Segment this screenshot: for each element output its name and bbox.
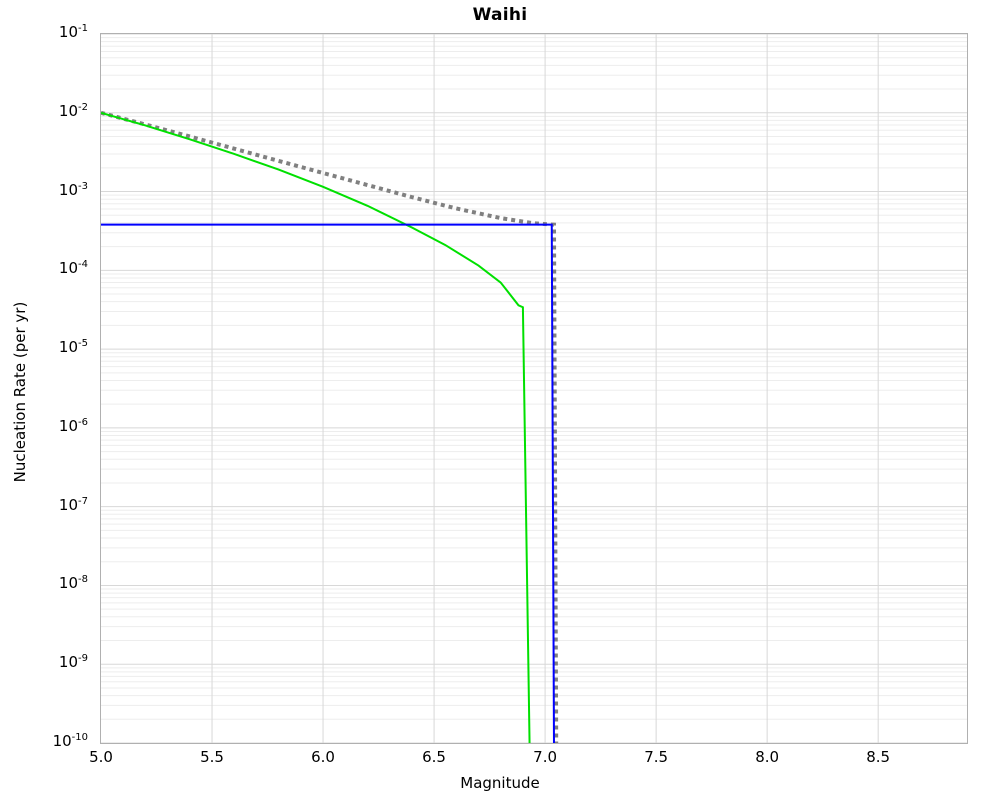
y-tick-exponent: -3 bbox=[78, 180, 88, 192]
y-tick-label: 10-10 bbox=[32, 732, 88, 750]
y-tick-exponent: -6 bbox=[78, 416, 88, 428]
y-tick-label: 10-1 bbox=[32, 23, 88, 41]
y-tick-exponent: -4 bbox=[78, 259, 88, 271]
y-tick-exponent: -10 bbox=[71, 732, 88, 743]
x-axis-label: Magnitude bbox=[460, 774, 540, 792]
y-tick-label: 10-8 bbox=[32, 574, 88, 592]
y-tick-mantissa: 10 bbox=[58, 495, 79, 514]
y-tick-mantissa: 10 bbox=[58, 101, 79, 120]
x-tick-label: 8.0 bbox=[755, 748, 780, 766]
series-gutenberg-richter-tapered bbox=[101, 110, 559, 743]
series-uniform-rate-model bbox=[101, 223, 555, 743]
y-tick-exponent: -5 bbox=[78, 338, 88, 350]
x-tick-label: 5.0 bbox=[89, 748, 113, 766]
y-tick-exponent: -1 bbox=[78, 23, 88, 34]
y-tick-exponent: -7 bbox=[78, 495, 88, 507]
y-tick-mantissa: 10 bbox=[52, 732, 72, 750]
grid-major-horizontal bbox=[101, 34, 967, 743]
y-tick-mantissa: 10 bbox=[58, 574, 79, 593]
y-tick-exponent: -8 bbox=[78, 574, 88, 586]
plot-area bbox=[100, 33, 968, 744]
x-tick-label: 7.5 bbox=[644, 748, 669, 766]
y-tick-label: 10-6 bbox=[32, 417, 88, 435]
y-tick-label: 10-5 bbox=[32, 338, 88, 356]
y-tick-label: 10-2 bbox=[32, 102, 88, 120]
x-tick-label: 6.5 bbox=[422, 748, 446, 766]
y-tick-exponent: -9 bbox=[78, 653, 88, 665]
x-tick-label: 7.0 bbox=[533, 748, 558, 766]
y-tick-mantissa: 10 bbox=[58, 180, 79, 199]
y-tick-exponent: -2 bbox=[78, 101, 88, 113]
y-tick-label: 10-3 bbox=[32, 181, 88, 199]
y-tick-mantissa: 10 bbox=[58, 338, 79, 357]
y-tick-mantissa: 10 bbox=[58, 416, 79, 435]
plot-canvas bbox=[101, 34, 967, 743]
y-tick-mantissa: 10 bbox=[58, 653, 79, 672]
x-tick-label: 8.5 bbox=[866, 748, 891, 766]
y-tick-mantissa: 10 bbox=[58, 259, 79, 278]
series-characteristic-model bbox=[101, 111, 531, 743]
x-tick-label: 5.5 bbox=[200, 748, 224, 766]
y-tick-mantissa: 10 bbox=[58, 23, 79, 41]
y-tick-label: 10-4 bbox=[32, 259, 88, 277]
grid-minor-horizontal bbox=[101, 37, 967, 720]
page-title: Waihi bbox=[472, 5, 528, 25]
y-tick-label: 10-7 bbox=[32, 496, 88, 514]
x-tick-label: 6.0 bbox=[311, 748, 335, 766]
y-axis-label: Nucleation Rate (per yr) bbox=[11, 301, 29, 483]
grid-major-vertical bbox=[211, 34, 879, 743]
y-tick-label: 10-9 bbox=[32, 653, 88, 671]
